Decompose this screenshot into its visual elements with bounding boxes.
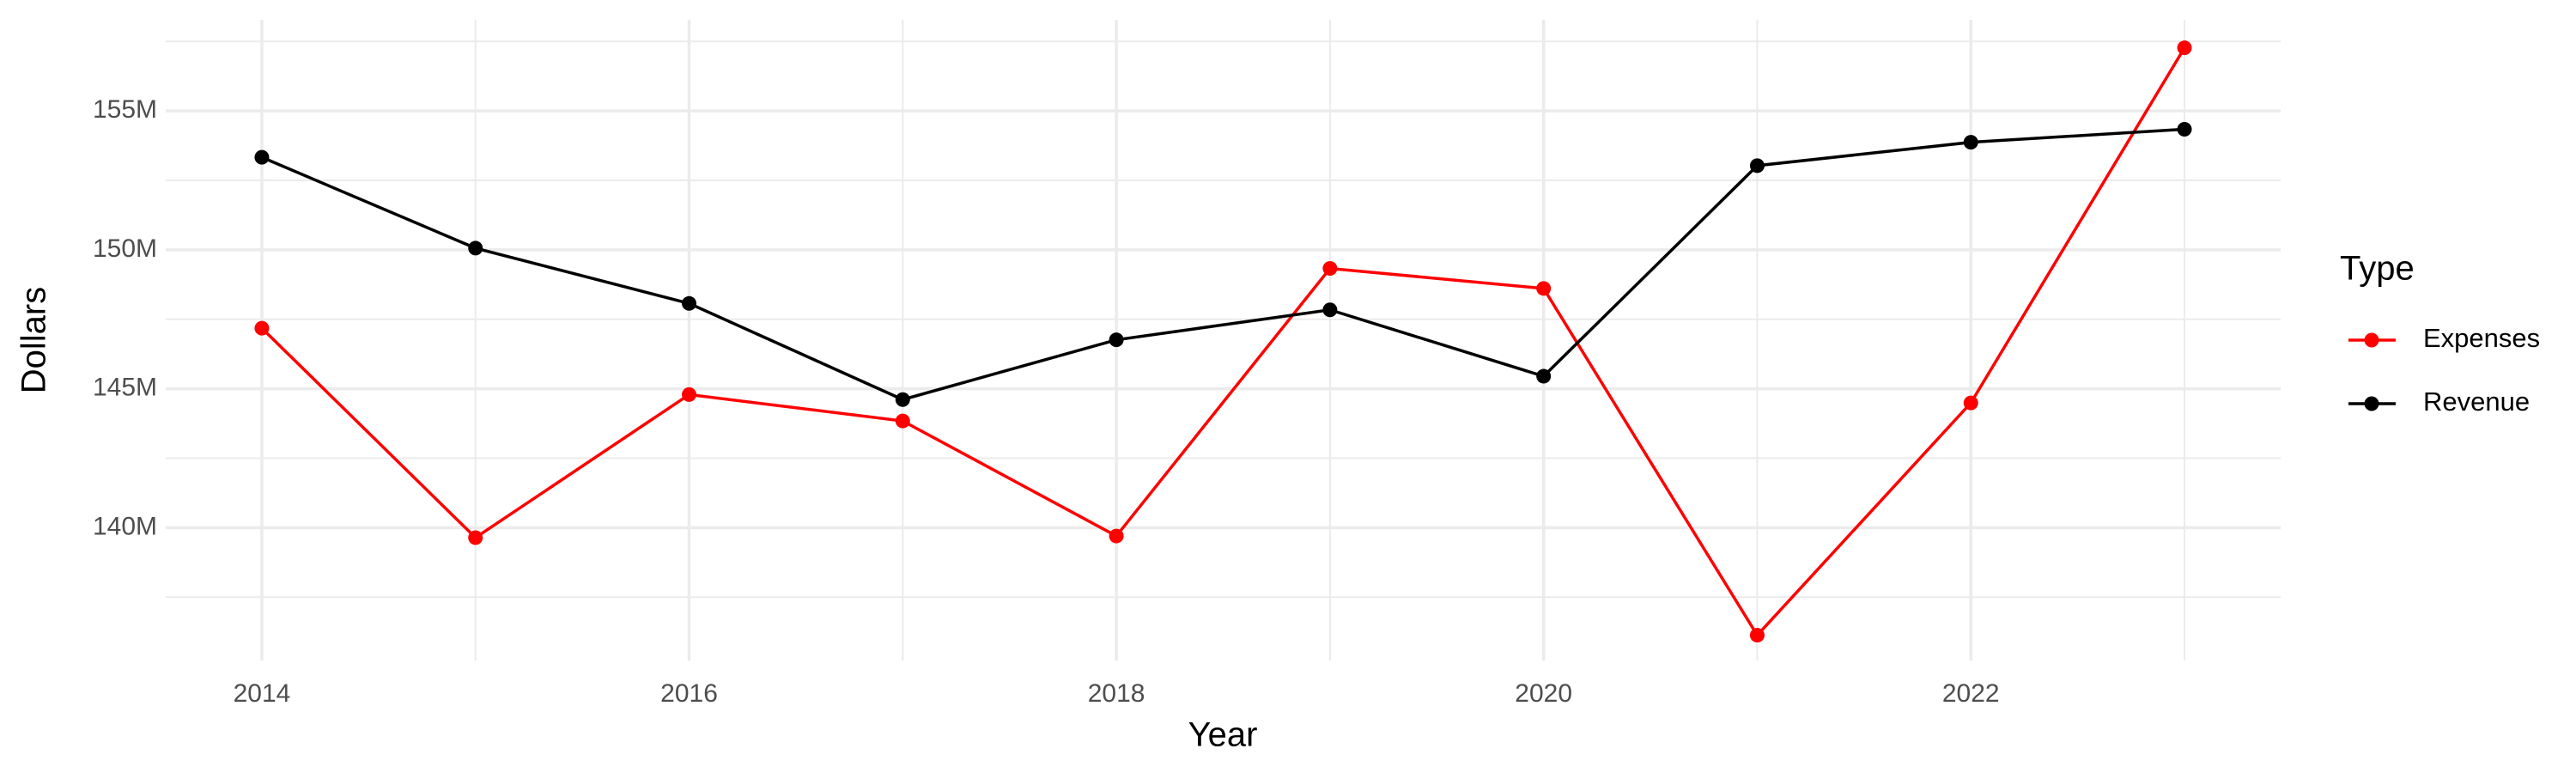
x-tick-label: 2018 — [1088, 679, 1145, 708]
legend-key-point — [2364, 332, 2379, 348]
data-point — [468, 530, 483, 545]
x-tick-label: 2016 — [660, 679, 718, 708]
x-tick-label: 2022 — [1942, 679, 2000, 708]
data-point — [1963, 135, 1978, 150]
data-point — [682, 386, 697, 402]
data-point — [1536, 368, 1552, 384]
legend-label: Revenue — [2423, 386, 2530, 417]
data-point — [2177, 121, 2192, 137]
x-axis-title: Year — [1188, 716, 1258, 754]
y-tick-label: 155M — [93, 95, 157, 124]
data-point — [468, 240, 483, 256]
y-tick-label: 145M — [93, 374, 157, 402]
data-point — [1109, 528, 1124, 544]
data-point — [1749, 628, 1765, 643]
data-point — [895, 413, 910, 429]
x-tick-label: 2014 — [234, 679, 291, 708]
y-axis-title: Dollars — [15, 287, 53, 393]
x-tick-label: 2020 — [1515, 679, 1572, 708]
legend-title: Type — [2340, 250, 2415, 288]
data-point — [1322, 302, 1338, 318]
y-tick-label: 140M — [93, 512, 157, 540]
data-point — [1749, 158, 1765, 173]
data-point — [895, 392, 910, 407]
data-point — [254, 320, 270, 336]
legend-label: Expenses — [2423, 323, 2540, 353]
data-point — [2177, 40, 2192, 56]
data-point — [682, 295, 697, 311]
data-point — [1963, 395, 1978, 411]
series-line — [261, 127, 2185, 402]
legend-key-point — [2364, 396, 2379, 411]
y-tick-label: 150M — [93, 234, 157, 263]
series-line — [260, 46, 2186, 638]
data-point — [254, 149, 270, 165]
data-point — [1322, 261, 1338, 277]
data-point — [1536, 281, 1552, 296]
data-point — [1109, 332, 1124, 348]
